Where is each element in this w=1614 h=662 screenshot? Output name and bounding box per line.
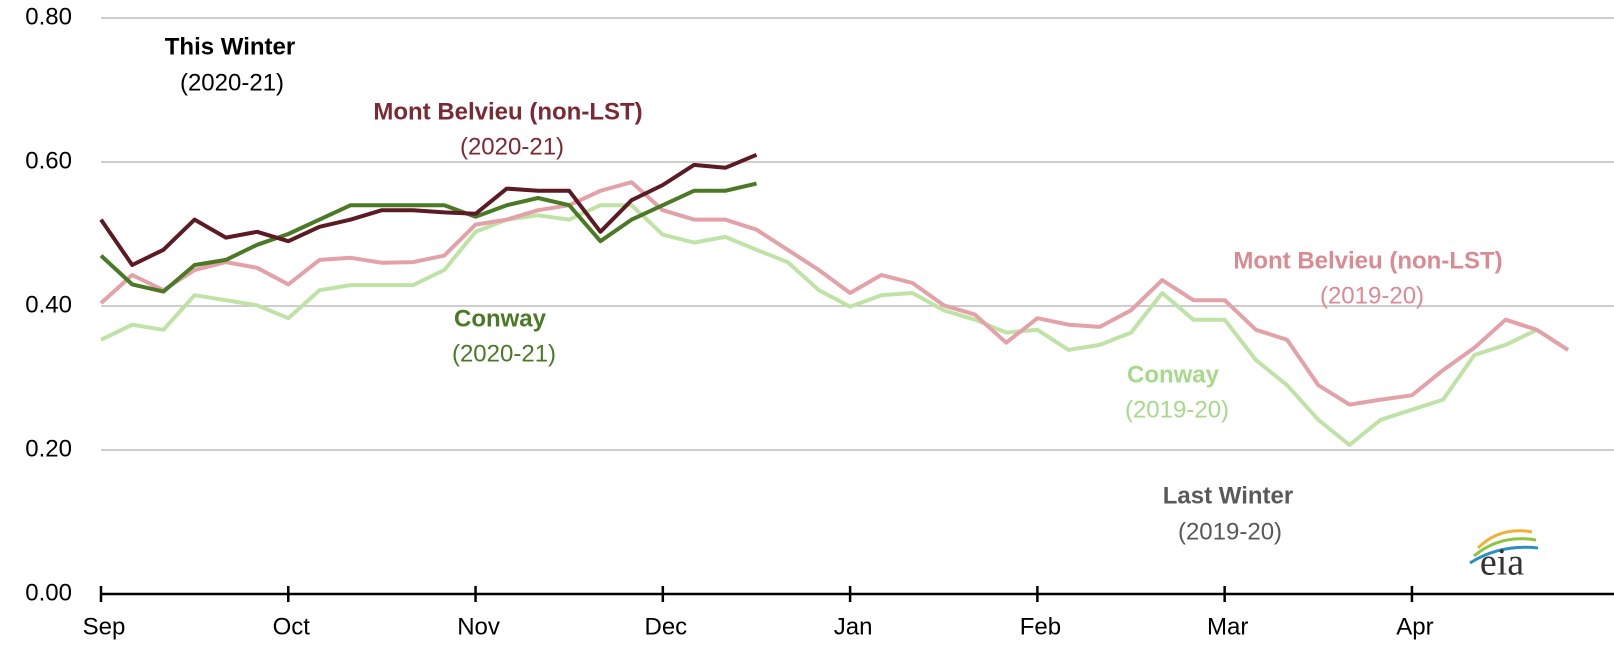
annotation-title: This Winter (165, 33, 295, 60)
series-period: (2020-21) (460, 133, 564, 160)
annotation-period: (2019-20) (1178, 518, 1282, 545)
series-line (99, 152, 758, 267)
series-period: (2019-20) (1125, 396, 1229, 423)
logo-swoosh (1476, 529, 1533, 550)
series-period: (2019-20) (1320, 282, 1424, 309)
series-line (99, 180, 1570, 407)
series-line (99, 181, 757, 294)
logo-swoosh (1469, 545, 1539, 565)
x-tick-label: Dec (644, 613, 687, 640)
x-tick-label: Feb (1020, 613, 1061, 640)
annotation-period: (2020-21) (180, 69, 284, 96)
series-line (100, 203, 1570, 447)
y-tick-label: 0.40 (25, 291, 72, 318)
y-tick-label: 0.20 (25, 435, 72, 462)
x-tick-label: Apr (1396, 613, 1433, 640)
series-label: Conway (454, 305, 547, 332)
logo-swoosh (1473, 537, 1537, 558)
series-label: Mont Belvieu (non-LST) (1233, 247, 1502, 274)
series-period: (2020-21) (452, 340, 556, 367)
series-label: Conway (1127, 361, 1220, 388)
y-tick-label: 0.00 (25, 579, 72, 606)
x-tick-label: Jan (834, 613, 873, 640)
logo-text: eia (1480, 542, 1524, 584)
y-tick-label: 0.80 (25, 3, 72, 30)
eia-logo: eia (1469, 529, 1539, 584)
annotation-title: Last Winter (1163, 482, 1293, 509)
x-tick-label: Oct (273, 613, 311, 640)
x-tick-label: Mar (1207, 613, 1248, 640)
x-tick-label: Nov (457, 613, 500, 640)
x-tick-label: Sep (83, 613, 126, 640)
series-label: Mont Belvieu (non-LST) (373, 98, 642, 125)
y-tick-label: 0.60 (25, 147, 72, 174)
